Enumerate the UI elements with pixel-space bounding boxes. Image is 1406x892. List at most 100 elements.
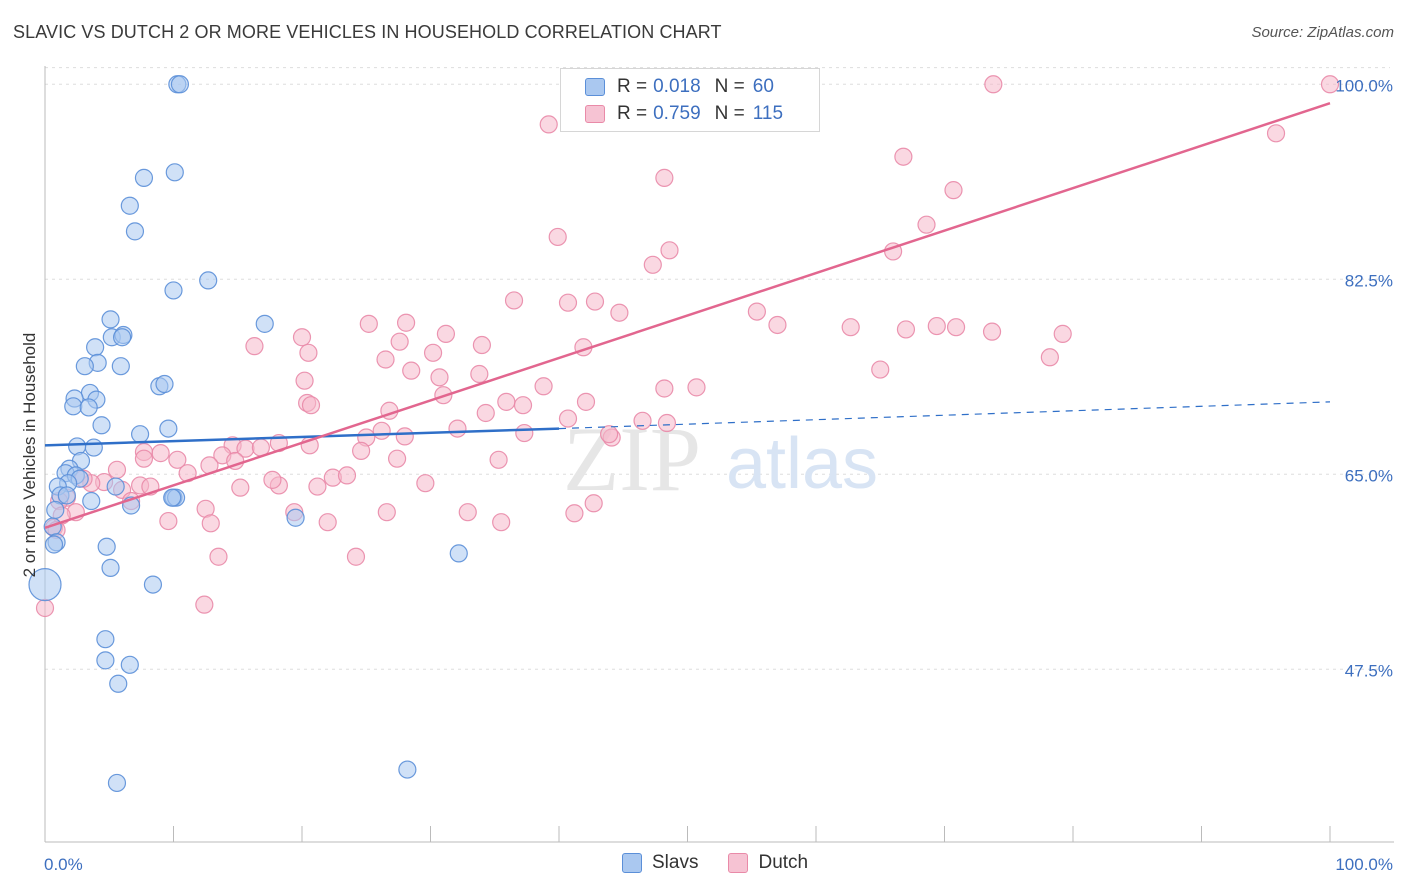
x-tick-label-min: 0.0%	[44, 855, 83, 874]
dutch-point	[610, 303, 629, 322]
dutch-point	[497, 392, 516, 411]
dutch-point	[489, 450, 508, 469]
dutch-point	[871, 360, 890, 379]
slavs-point	[44, 535, 64, 554]
dutch-point	[263, 470, 282, 489]
series-legend: Slavs Dutch	[622, 852, 838, 874]
dutch-point	[396, 313, 416, 332]
slavs-point	[101, 558, 120, 577]
dutch-point	[458, 503, 477, 522]
n-value-dutch: 115	[752, 103, 784, 124]
dutch-point	[359, 314, 378, 333]
watermark-atlas: atlas	[726, 424, 878, 504]
slavs-point	[75, 357, 94, 376]
slavs-legend-label: Slavs	[652, 852, 699, 873]
slavs-point	[28, 567, 62, 602]
slavs-point	[97, 537, 116, 556]
dutch-swatch	[585, 105, 605, 123]
dutch-point	[539, 115, 558, 134]
dutch-point	[299, 343, 318, 362]
watermark-zip: ZIP	[563, 408, 701, 510]
slavs-legend-swatch	[622, 853, 642, 873]
dutch-point	[402, 361, 421, 380]
dutch-point	[600, 425, 619, 444]
dutch-point	[558, 293, 578, 312]
dutch-point	[841, 318, 860, 337]
dutch-point	[1266, 124, 1286, 143]
dutch-point	[515, 423, 534, 443]
dutch-point	[558, 409, 578, 428]
slavs-point	[106, 477, 125, 496]
dutch-point	[492, 513, 511, 532]
slavs-point	[109, 674, 128, 693]
dutch-point	[159, 511, 178, 531]
dutch-point	[660, 241, 679, 260]
dutch-point	[534, 377, 553, 396]
axes	[44, 66, 1394, 843]
dutch-point	[548, 227, 567, 247]
dutch-trendline	[44, 102, 1331, 529]
r-value-dutch: 0.759	[653, 103, 701, 124]
slavs-point	[130, 425, 150, 444]
dutch-point	[376, 350, 395, 369]
dutch-point	[894, 147, 913, 166]
dutch-point	[201, 514, 220, 533]
n-label: N =	[714, 76, 745, 97]
dutch-point	[301, 396, 321, 415]
slavs-point	[163, 488, 182, 507]
tick-labels: 47.5% 65.0% 82.5% 100.0% 0.0% 100.0%	[44, 76, 1393, 874]
dutch-point	[318, 513, 337, 532]
dutch-point	[436, 324, 456, 343]
slavs-point	[112, 328, 132, 347]
y-tick-label: 82.5%	[1345, 271, 1393, 290]
slavs-point	[286, 508, 305, 527]
dutch-point	[337, 466, 357, 485]
legend-item-dutch[interactable]: Dutch	[728, 852, 808, 874]
slavs-point	[199, 271, 218, 290]
source-label: Source: ZipAtlas.com	[1251, 24, 1394, 41]
slavs-point	[143, 575, 163, 594]
dutch-point	[513, 396, 533, 415]
dutch-point	[472, 335, 491, 355]
slavs-point	[79, 398, 98, 417]
slavs-point	[107, 773, 127, 793]
r-label: R =	[617, 76, 648, 97]
dutch-point	[470, 364, 489, 384]
slavs-trendline	[44, 427, 560, 447]
slavs-point	[449, 544, 468, 563]
dutch-point	[584, 494, 603, 513]
legend-row-dutch: R = 0.759 N = 115	[585, 101, 783, 127]
dutch-point	[295, 371, 314, 390]
dutch-point	[917, 215, 936, 234]
dutch-point	[308, 477, 327, 496]
dutch-point	[927, 316, 946, 336]
y-axis-label: 2 or more Vehicles in Household	[20, 332, 39, 578]
slavs-point	[86, 338, 105, 357]
dutch-point	[768, 315, 787, 335]
dutch-point	[448, 419, 467, 438]
dutch-point	[946, 318, 966, 337]
dutch-point	[655, 168, 674, 187]
dutch-point	[655, 379, 674, 398]
slavs-point	[84, 438, 103, 457]
dutch-point	[107, 460, 127, 479]
dutch-point	[245, 337, 264, 356]
dutch-point	[195, 595, 214, 614]
dutch-point	[35, 598, 55, 618]
stats-legend: R = 0.018 N = 60 R = 0.759 N = 115	[560, 68, 820, 132]
y-tick-label: 65.0%	[1345, 466, 1393, 485]
dutch-point	[633, 411, 652, 430]
slavs-point	[92, 416, 111, 435]
legend-row-slavs: R = 0.018 N = 60	[585, 74, 774, 100]
slavs-point	[120, 196, 139, 215]
dutch-point	[209, 547, 228, 566]
slavs-point	[57, 486, 76, 505]
slavs-point	[96, 651, 115, 670]
slavs-point	[134, 168, 154, 187]
legend-item-slavs[interactable]: Slavs	[622, 852, 698, 874]
dutch-point	[944, 181, 963, 200]
dutch-point	[1040, 348, 1059, 367]
slavs-point	[165, 163, 184, 182]
slavs-point	[82, 491, 101, 511]
